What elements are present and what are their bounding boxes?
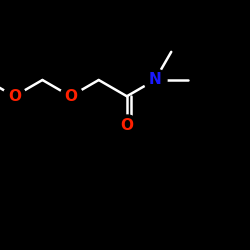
Text: O: O <box>64 89 77 104</box>
Text: O: O <box>120 118 133 133</box>
Text: O: O <box>8 89 21 104</box>
Text: N: N <box>148 72 162 88</box>
